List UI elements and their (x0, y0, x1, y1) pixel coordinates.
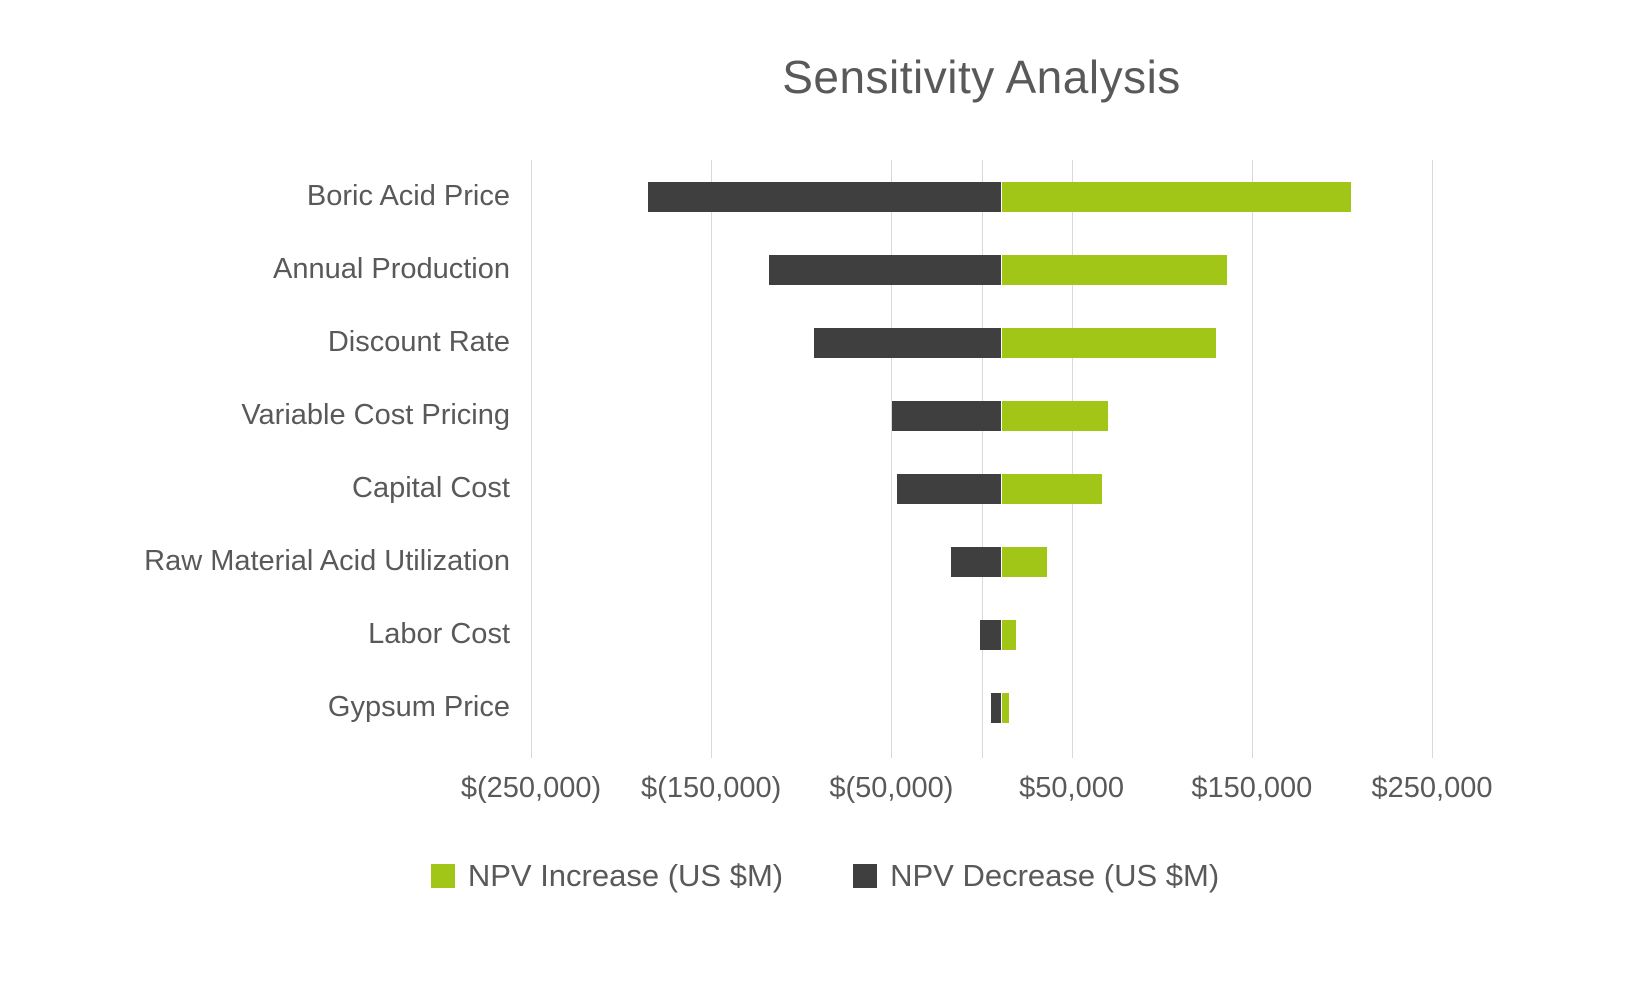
npv-increase-bar (1001, 473, 1103, 504)
npv-decrease-bar (891, 400, 1002, 431)
npv-decrease-bar (769, 254, 1002, 285)
npv-increase-bar (1001, 254, 1227, 285)
category-label: Discount Rate (327, 326, 510, 358)
bar-row: Gypsum Price (0, 671, 1650, 744)
bar-track (551, 233, 1452, 306)
bar-row: Labor Cost (0, 598, 1650, 671)
legend: NPV Increase (US $M) NPV Decrease (US $M… (0, 858, 1650, 894)
legend-label-increase: NPV Increase (US $M) (467, 858, 784, 893)
x-axis-tick-label: $250,000 (1371, 772, 1493, 804)
category-label: Capital Cost (352, 472, 510, 504)
npv-increase-bar (1001, 327, 1216, 358)
bar-row: Discount Rate (0, 306, 1650, 379)
plot-area (531, 160, 1433, 758)
bar-track (551, 671, 1452, 744)
bar-track (551, 306, 1452, 379)
npv-decrease-bar (814, 327, 1002, 358)
npv-increase-bar (1001, 692, 1009, 723)
category-label: Labor Cost (368, 618, 510, 650)
npv-decrease-bar (951, 546, 1002, 577)
npv-decrease-bar (648, 181, 1002, 212)
gridline (891, 160, 893, 758)
npv-decrease-bar (979, 619, 1002, 650)
bar-row: Raw Material Acid Utilization (0, 525, 1650, 598)
bar-track (551, 160, 1452, 233)
chart-title: Sensitivity Analysis (782, 51, 1181, 103)
x-axis: $(250,000) $(150,000) $(50,000) $50,000 $150… (461, 772, 1493, 814)
gridline (1251, 160, 1253, 758)
category-label: Boric Acid Price (306, 180, 510, 212)
x-axis-tick-label: $(150,000) (641, 772, 782, 804)
npv-increase-bar (1001, 181, 1352, 212)
x-axis-tick-label: $(50,000) (829, 772, 954, 804)
bar-track (551, 525, 1452, 598)
x-axis-tick-label: $50,000 (1019, 772, 1124, 804)
x-axis-tick-label: $(250,000) (460, 772, 602, 804)
bar-row: Annual Production (0, 233, 1650, 306)
npv-increase-bar (1001, 400, 1108, 431)
legend-item-decrease: NPV Decrease (US $M) (853, 858, 1219, 894)
bar-row: Variable Cost Pricing (0, 379, 1650, 452)
zero-axis-line (981, 160, 983, 758)
npv-decrease-bar (896, 473, 1002, 504)
gridline (531, 160, 532, 758)
decrease-swatch-icon (853, 864, 878, 888)
gridline (1071, 160, 1073, 758)
bar-row: Boric Acid Price (0, 160, 1650, 233)
bar-track (551, 452, 1452, 525)
legend-label-decrease: NPV Decrease (US $M) (890, 858, 1220, 893)
gridline (711, 160, 713, 758)
npv-decrease-bar (990, 692, 1002, 723)
category-label: Raw Material Acid Utilization (144, 545, 510, 577)
increase-swatch-icon (430, 864, 455, 888)
category-label: Annual Production (273, 253, 510, 285)
category-label: Gypsum Price (327, 691, 510, 723)
category-label: Variable Cost Pricing (241, 399, 510, 431)
bar-rows: Boric Acid Price Annual Production Discoun… (0, 160, 1650, 744)
npv-increase-bar (1001, 619, 1016, 650)
legend-item-increase: NPV Increase (US $M) (430, 858, 784, 894)
bar-track (551, 379, 1452, 452)
bar-track (551, 598, 1452, 671)
bar-row: Capital Cost (0, 452, 1650, 525)
x-axis-tick-label: $150,000 (1191, 772, 1313, 804)
gridline (1432, 160, 1433, 758)
npv-increase-bar (1001, 546, 1047, 577)
